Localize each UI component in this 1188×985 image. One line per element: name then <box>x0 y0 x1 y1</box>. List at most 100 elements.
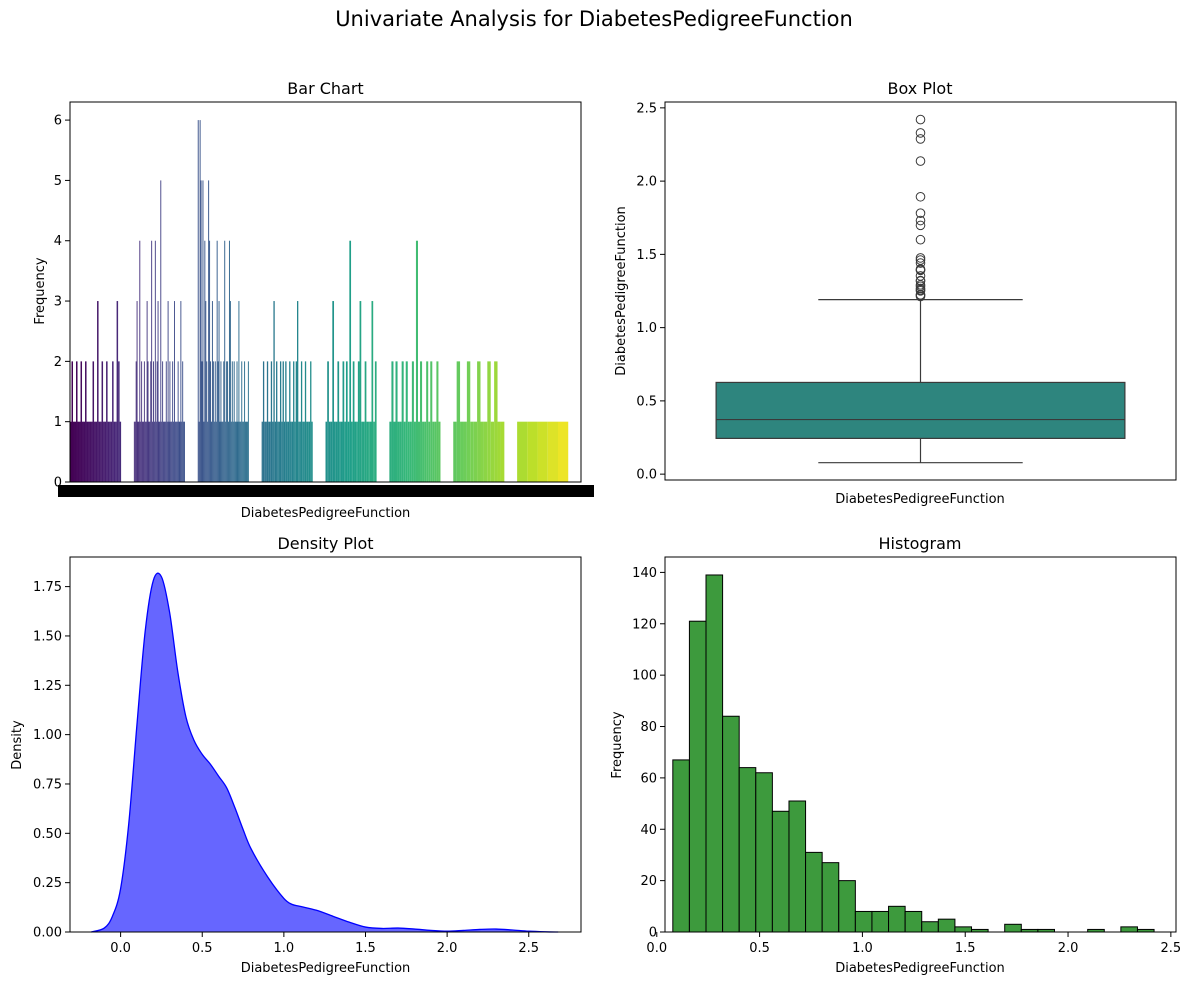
box-plot-ytick-label: 1.0 <box>636 321 657 336</box>
histogram-ylabel: Frequency <box>610 711 625 778</box>
bar-chart-bar <box>430 361 433 482</box>
bar-chart-bar <box>118 361 120 482</box>
bar-chart-bar <box>138 421 140 482</box>
density-plot-ytick-label: 0.75 <box>33 777 62 792</box>
box-plot-outlier-point <box>915 258 926 268</box>
bar-chart-bar <box>89 421 92 482</box>
bar-chart-bar <box>236 361 238 482</box>
bar-chart-bars <box>70 120 569 482</box>
bar-chart-bar <box>483 421 488 482</box>
bar-chart-bar <box>300 361 303 482</box>
box-plot-y-ticks: 0.0 0.5 1.0 1.5 2.0 2.5 <box>636 101 665 483</box>
bar-chart-bar <box>210 361 211 482</box>
bar-chart-bar <box>517 421 528 482</box>
bar-chart-bar <box>104 421 107 482</box>
histogram-bar <box>937 918 956 933</box>
bar-chart-bar <box>212 361 214 482</box>
bar-chart-bar <box>270 361 273 482</box>
bar-chart-bar <box>205 301 207 482</box>
box-plot-xlabel: DiabetesPedigreeFunction <box>835 492 1005 507</box>
bar-chart-bar <box>199 120 201 482</box>
bar-chart-bar <box>204 240 206 482</box>
bar-chart-bar <box>216 240 218 482</box>
bar-chart-bar <box>302 421 304 482</box>
bar-chart-bar <box>411 361 414 482</box>
bar-chart-bar <box>291 421 294 482</box>
bar-chart-bar <box>282 361 284 482</box>
bar-chart-bar <box>154 240 156 482</box>
bar-chart-bar <box>477 361 481 482</box>
bar-chart-bar <box>217 361 219 482</box>
bar-chart-bar <box>148 421 150 482</box>
histogram-y-ticks: 0 20 40 60 80 100 120 140 <box>632 566 665 941</box>
bar-chart-bar <box>276 361 278 482</box>
bar-chart-bar <box>213 421 215 482</box>
bar-chart-bar <box>294 421 296 482</box>
histogram-bar <box>688 620 707 933</box>
density-plot-x-ticks: 0.0 0.5 1.0 1.5 2.0 2.5 <box>110 932 539 956</box>
bar-chart-bar <box>166 421 168 482</box>
box-plot-outlier-point <box>915 156 926 166</box>
bar-chart-bar <box>245 421 247 482</box>
density-plot-area <box>91 572 559 933</box>
box-plot-ytick-label: 2.5 <box>636 101 657 116</box>
histogram-bar <box>788 800 807 933</box>
bar-chart-bar <box>246 421 248 482</box>
bar-chart-bar <box>393 421 396 482</box>
bar-chart-bar <box>92 361 95 482</box>
bar-chart-bar <box>426 361 429 482</box>
bar-chart-bar <box>361 421 363 482</box>
bar-chart-bar <box>344 421 346 482</box>
bar-chart-bar <box>272 421 274 482</box>
bar-chart-bar <box>422 421 425 482</box>
bar-chart-bar <box>152 421 154 482</box>
bar-chart-bar <box>203 421 205 482</box>
bar-chart-bar <box>176 421 178 482</box>
bar-chart-bar <box>173 421 175 482</box>
box-plot-outlier-point <box>915 114 926 125</box>
bar-chart-bar <box>299 421 301 482</box>
histogram-xtick-label: 1.5 <box>955 941 976 956</box>
bar-chart-bar <box>407 421 410 482</box>
figure-suptitle: Univariate Analysis for DiabetesPedigree… <box>335 7 853 31</box>
bar-chart-bar <box>207 421 209 482</box>
box-plot-outlier-point <box>915 275 926 286</box>
density-plot-ytick-label: 1.00 <box>33 728 62 743</box>
bar-chart-bar <box>240 421 242 482</box>
bar-chart-bar <box>144 421 146 482</box>
bar-chart-bar <box>115 421 117 482</box>
bar-chart-bar <box>298 421 300 482</box>
bar-chart-bar <box>497 421 501 482</box>
histogram-ytick-label: 120 <box>632 617 657 632</box>
histogram-bar <box>1004 923 1022 933</box>
bar-chart-bar <box>184 421 185 482</box>
density-plot-fill <box>91 573 559 932</box>
bar-chart-bar <box>278 421 280 482</box>
bar-chart-panel: Bar Chart 0 1 2 3 4 5 6 DiabetesPedigreeFuncti… <box>33 79 594 521</box>
bar-chart-bar <box>136 301 138 482</box>
bar-chart-bar <box>215 421 217 482</box>
bar-chart-bar <box>266 361 269 482</box>
bar-chart-bar <box>470 421 474 482</box>
bar-chart-bar <box>391 361 394 482</box>
histogram-xtick-label: 2.0 <box>1058 941 1079 956</box>
box-plot-outlier-point <box>915 271 926 281</box>
box-plot-outlier-point <box>915 128 926 138</box>
bar-chart-bar <box>527 421 538 482</box>
box-plot-panel: Box Plot 0.0 0.5 1.0 1.5 2.0 2.5 DiabetesPedi… <box>614 79 1177 507</box>
histogram-frame <box>664 556 1177 933</box>
bar-chart-bar <box>247 361 249 482</box>
bar-chart-bar <box>153 421 155 482</box>
bar-chart-bar <box>345 361 348 482</box>
bar-chart-bar <box>210 421 212 482</box>
bar-chart-bar <box>463 421 467 482</box>
histogram-ytick-label: 100 <box>632 669 657 684</box>
box-plot-ytick-label: 1.5 <box>636 248 657 263</box>
bar-chart-ytick-label: 3 <box>54 295 62 310</box>
bar-chart-bar <box>233 361 235 482</box>
bar-chart-bar <box>428 421 431 482</box>
bar-chart-bar <box>162 361 164 482</box>
bar-chart-bar <box>371 301 374 482</box>
bar-chart-bar <box>181 421 183 482</box>
bar-chart-bar <box>436 361 439 482</box>
